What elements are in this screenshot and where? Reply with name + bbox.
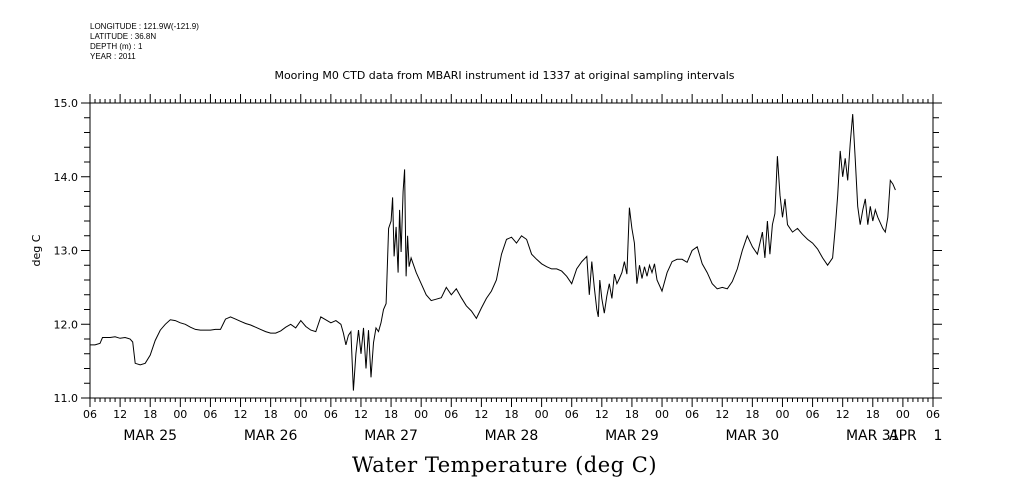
x-hour-label: 06 (83, 408, 97, 421)
x-hour-label: 18 (866, 408, 880, 421)
x-hour-label: 18 (264, 408, 278, 421)
y-tick-label: 11.0 (54, 392, 79, 405)
x-hour-label: 12 (113, 408, 127, 421)
y-tick-label: 13.0 (54, 245, 79, 258)
y-axis-label: deg C (30, 234, 43, 266)
x-hour-label: 00 (775, 408, 789, 421)
year-label: YEAR : 2011 (90, 52, 136, 61)
x-hour-label: 06 (926, 408, 940, 421)
axes-layer: 11.0 12.0 13.0 14.0 15.0 deg C 06 12 18 00 06 12 18 0… (30, 94, 942, 444)
x-hour-label: 00 (655, 408, 669, 421)
x-day-label: MAR 28 (485, 428, 539, 444)
depth-label: DEPTH (m) : 1 (90, 42, 143, 51)
x-hour-label: 18 (745, 408, 759, 421)
y-tick-label: 14.0 (54, 171, 79, 184)
series-layer (90, 114, 896, 391)
y-tick-label: 15.0 (54, 97, 79, 110)
x-hour-label: 06 (565, 408, 579, 421)
series-line (90, 114, 896, 391)
x-hour-label: 18 (505, 408, 519, 421)
x-hour-label: 18 (143, 408, 157, 421)
x-hour-label: 00 (535, 408, 549, 421)
x-hour-label: 12 (354, 408, 368, 421)
x-hour-label: 18 (625, 408, 639, 421)
latitude-label: LATITUDE : 36.8N (90, 32, 157, 41)
x-hour-label: 12 (715, 408, 729, 421)
x-day-label: MAR 31 (846, 428, 900, 444)
x-hour-label: 06 (324, 408, 338, 421)
x-hour-label: 06 (444, 408, 458, 421)
y-tick-label: 12.0 (54, 318, 79, 331)
x-day-label: MAR 30 (726, 428, 780, 444)
x-day-label: MAR 26 (244, 428, 298, 444)
x-day-label: 1 (934, 428, 943, 444)
x-day-label: APR (889, 428, 917, 444)
x-hour-label: 12 (234, 408, 248, 421)
x-day-label: MAR 29 (605, 428, 659, 444)
longitude-label: LONGITUDE : 121.9W(-121.9) (90, 22, 199, 31)
x-hour-label: 00 (414, 408, 428, 421)
x-day-label: MAR 25 (123, 428, 177, 444)
plot-frame (89, 102, 934, 399)
x-hour-label: 00 (173, 408, 187, 421)
chart-subtitle: Water Temperature (deg C) (351, 453, 658, 477)
metadata-block: LONGITUDE : 121.9W(-121.9) LATITUDE : 36… (90, 22, 199, 62)
chart-title: Mooring M0 CTD data from MBARI instrumen… (274, 69, 735, 82)
x-hour-label: 12 (836, 408, 850, 421)
x-hour-label: 06 (203, 408, 217, 421)
x-hour-label: 12 (474, 408, 488, 421)
x-hour-label: 12 (595, 408, 609, 421)
x-hour-label: 00 (294, 408, 308, 421)
x-hour-label: 06 (685, 408, 699, 421)
x-day-label: MAR 27 (364, 428, 418, 444)
x-hour-label: 00 (896, 408, 910, 421)
x-hour-label: 18 (384, 408, 398, 421)
x-hour-label: 06 (806, 408, 820, 421)
